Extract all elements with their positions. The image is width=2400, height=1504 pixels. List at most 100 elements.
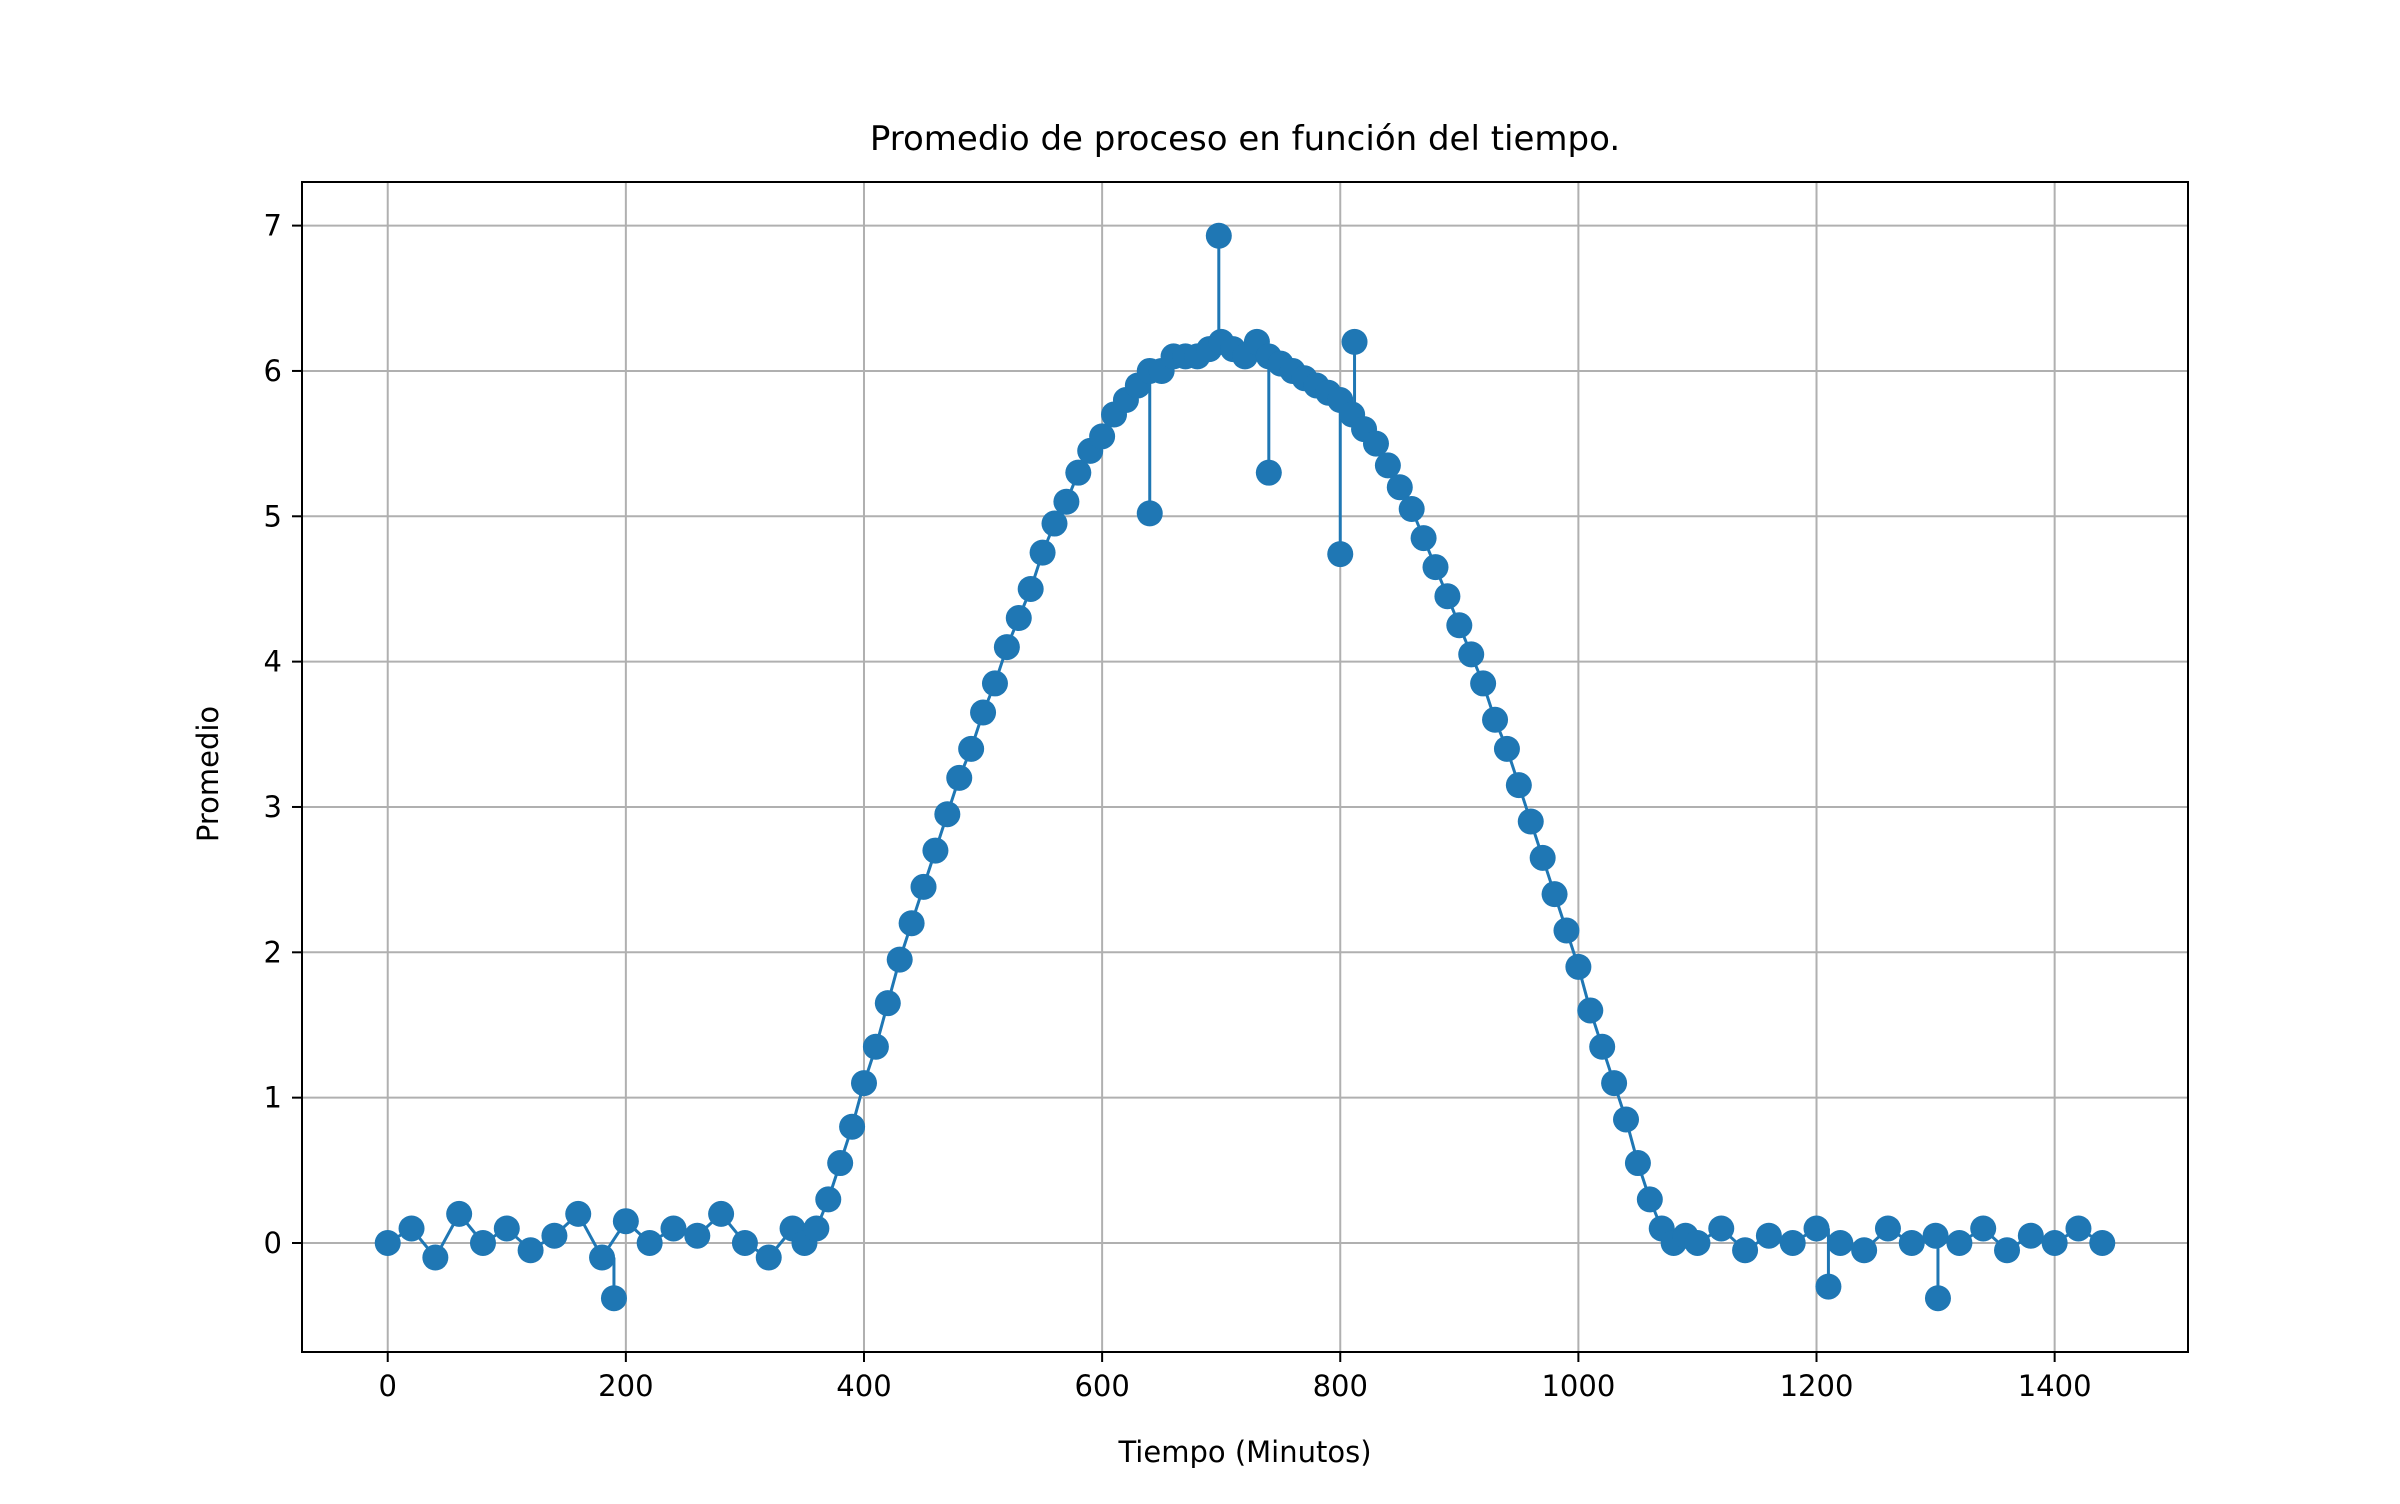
- data-point: [1029, 539, 1056, 566]
- data-point: [1577, 997, 1604, 1024]
- x-tick-label: 1400: [2018, 1369, 2092, 1403]
- data-point: [684, 1222, 711, 1249]
- data-point: [541, 1222, 568, 1249]
- outlier-point: [1205, 222, 1232, 249]
- grid: [302, 182, 2188, 1352]
- data-point: [1065, 459, 1092, 486]
- data-point: [1732, 1237, 1759, 1264]
- x-axis-label: Tiempo (Minutos): [1117, 1435, 1371, 1469]
- data-point: [981, 670, 1008, 697]
- data-point: [1362, 430, 1389, 457]
- data-point: [1874, 1215, 1901, 1242]
- y-tick-label: 2: [264, 935, 282, 969]
- data-point: [874, 990, 901, 1017]
- data-point: [2089, 1229, 2116, 1256]
- data-point: [1994, 1237, 2021, 1264]
- x-tick-label: 200: [598, 1369, 653, 1403]
- outlier-point: [1327, 541, 1354, 568]
- data-point: [1398, 496, 1425, 523]
- y-tick-label: 5: [264, 499, 282, 533]
- data-point: [1482, 706, 1509, 733]
- data-point: [1779, 1229, 1806, 1256]
- x-tick-label: 0: [379, 1369, 397, 1403]
- data-point: [398, 1215, 425, 1242]
- data-point: [422, 1244, 449, 1271]
- data-point: [922, 837, 949, 864]
- x-tick-label: 1200: [1780, 1369, 1854, 1403]
- data-point: [1089, 423, 1116, 450]
- data-point: [1613, 1106, 1640, 1133]
- data-point: [1708, 1215, 1735, 1242]
- chart-title: Promedio de proceso en función del tiemp…: [870, 119, 1620, 159]
- data-point: [898, 910, 925, 937]
- outlier-point: [1255, 459, 1282, 486]
- data-point: [827, 1150, 854, 1177]
- data-point: [1374, 452, 1401, 479]
- data-point: [1827, 1229, 1854, 1256]
- data-point: [731, 1229, 758, 1256]
- y-tick-label: 3: [264, 790, 282, 824]
- data-point: [1946, 1229, 1973, 1256]
- data-point: [1851, 1237, 1878, 1264]
- data-point: [1005, 605, 1032, 632]
- data-point: [803, 1215, 830, 1242]
- outlier-point: [1924, 1285, 1951, 1312]
- plot-frame: [301, 181, 2189, 1353]
- y-tick-label: 6: [264, 354, 282, 388]
- data-point: [1458, 641, 1485, 668]
- data-point: [1898, 1229, 1925, 1256]
- data-point: [1505, 772, 1532, 799]
- data-point: [1017, 575, 1044, 602]
- data-point: [1041, 510, 1068, 537]
- data-point: [1755, 1222, 1782, 1249]
- data-point: [2065, 1215, 2092, 1242]
- y-tick-label: 4: [264, 645, 282, 679]
- x-tick-label: 600: [1074, 1369, 1129, 1403]
- data-point: [2017, 1222, 2044, 1249]
- data-point: [1053, 488, 1080, 515]
- data-point: [1517, 808, 1544, 835]
- x-tick-label: 1000: [1541, 1369, 1615, 1403]
- data-point: [862, 1033, 889, 1060]
- data-point: [589, 1244, 616, 1271]
- data-point: [1541, 881, 1568, 908]
- data-point: [1470, 670, 1497, 697]
- data-point: [1493, 735, 1520, 762]
- data-point: [910, 873, 937, 900]
- data-point: [993, 634, 1020, 661]
- x-tick-label: 800: [1313, 1369, 1368, 1403]
- data-point: [946, 764, 973, 791]
- data-point: [755, 1244, 782, 1271]
- data-point: [493, 1215, 520, 1242]
- outlier-point: [1815, 1273, 1842, 1300]
- data-point: [1446, 612, 1473, 639]
- data-point: [1624, 1150, 1651, 1177]
- data-point: [2041, 1229, 2068, 1256]
- data-point: [1922, 1222, 1949, 1249]
- data-point: [1601, 1070, 1628, 1097]
- data-point: [517, 1237, 544, 1264]
- data-point: [850, 1070, 877, 1097]
- data-point: [1553, 917, 1580, 944]
- data-point: [565, 1200, 592, 1227]
- data-point: [839, 1113, 866, 1140]
- data-point: [1684, 1229, 1711, 1256]
- data-point: [1434, 583, 1461, 610]
- outlier-point: [600, 1285, 627, 1312]
- axis-ticks: 0 200 400 600 800 1000 1200 1400 0 1 2 3 4 5 6 7: [264, 209, 2092, 1403]
- data-point: [815, 1186, 842, 1213]
- y-tick-label: 1: [264, 1081, 282, 1115]
- y-tick-label: 7: [264, 209, 282, 243]
- data-point: [660, 1215, 687, 1242]
- data-point: [1970, 1215, 1997, 1242]
- x-tick-label: 400: [836, 1369, 891, 1403]
- data-point: [469, 1229, 496, 1256]
- data-point: [1589, 1033, 1616, 1060]
- data-point: [612, 1208, 639, 1235]
- y-axis-label: Promedio: [191, 706, 225, 842]
- data-point: [970, 699, 997, 726]
- outlier-point: [1136, 500, 1163, 527]
- data-point: [1529, 844, 1556, 871]
- data-point: [1565, 953, 1592, 980]
